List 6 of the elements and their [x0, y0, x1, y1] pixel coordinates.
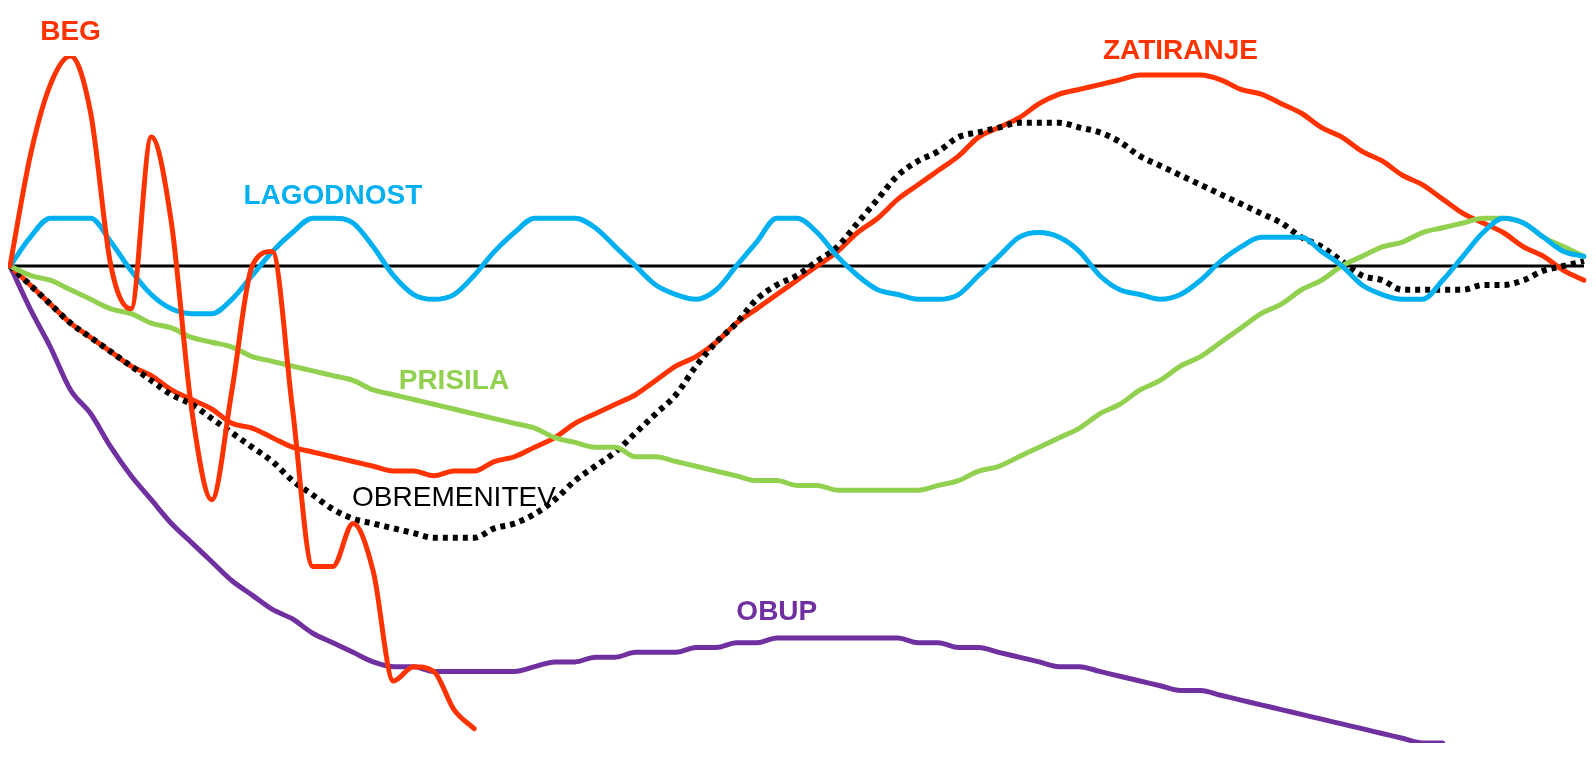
- series-label: ZATIRANJE: [1102, 33, 1258, 65]
- series-label: OBREMENITEV: [352, 480, 557, 512]
- series-label: BEG: [40, 14, 101, 46]
- series-label: PRISILA: [398, 363, 510, 395]
- series-label: LAGODNOST: [243, 178, 423, 210]
- series-label: OBUP: [736, 594, 818, 626]
